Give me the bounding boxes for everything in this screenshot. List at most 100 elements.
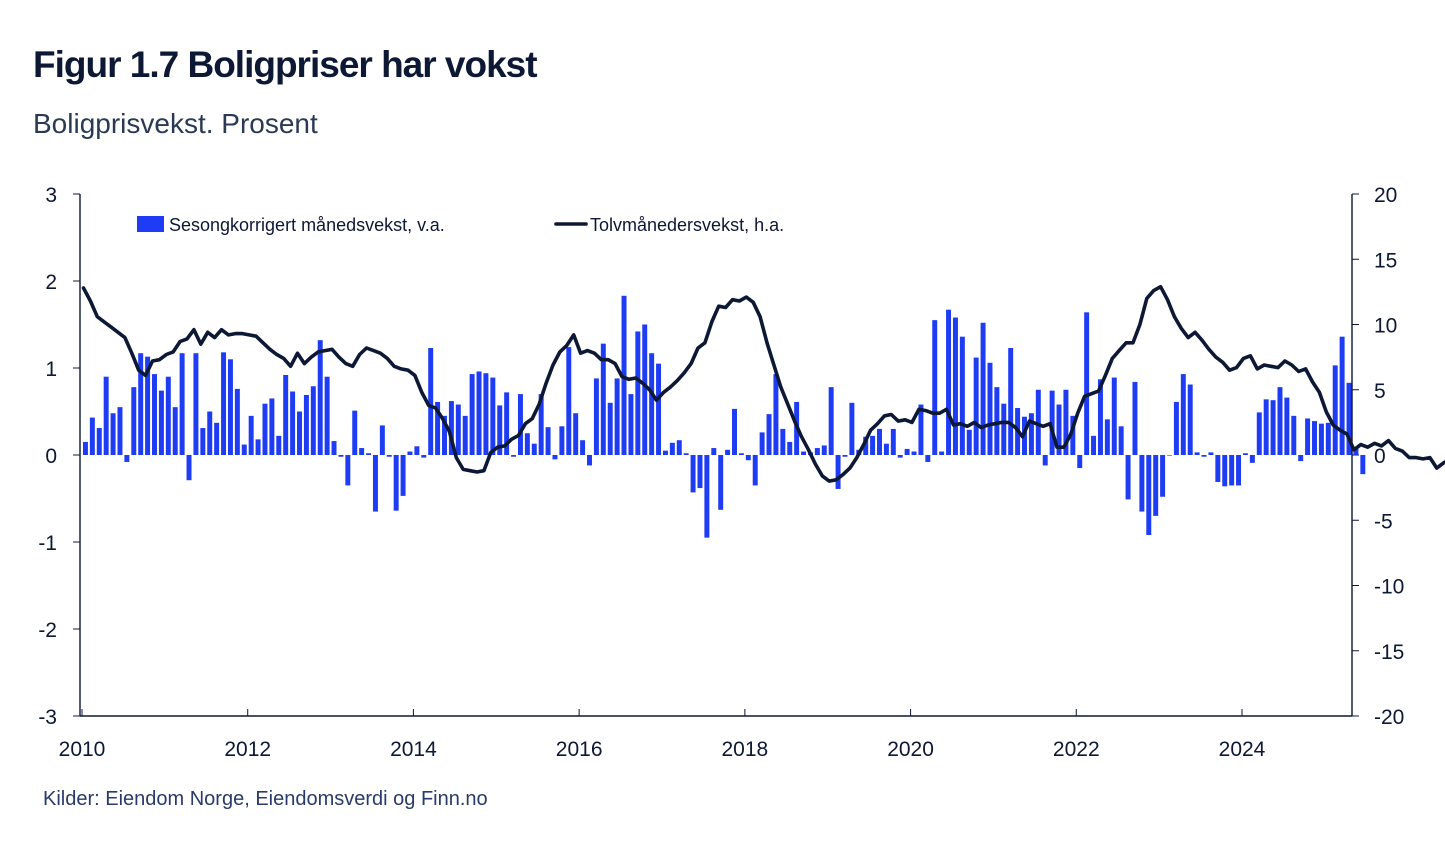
bar <box>407 451 413 455</box>
right-tick-label: -5 <box>1374 510 1393 533</box>
chart-subtitle: Boligprisvekst. Prosent <box>33 108 318 139</box>
bar <box>662 450 668 455</box>
bar <box>1153 455 1159 516</box>
bar <box>517 394 523 455</box>
bar <box>932 320 938 455</box>
bar <box>1229 455 1235 486</box>
bar <box>1167 455 1172 456</box>
bar <box>863 436 869 455</box>
bar <box>959 336 965 455</box>
bar <box>504 392 510 455</box>
bar <box>124 455 130 462</box>
bar <box>448 401 454 455</box>
bar <box>359 448 365 455</box>
bar <box>483 373 489 455</box>
bar <box>621 295 627 455</box>
bar <box>1049 390 1055 455</box>
bar <box>1180 374 1186 455</box>
right-tick-label: 15 <box>1374 249 1397 272</box>
bar <box>966 429 972 455</box>
x-tick-label: 2016 <box>556 738 603 761</box>
bar <box>297 411 302 455</box>
bar <box>1008 347 1014 455</box>
bar <box>973 357 979 455</box>
bar <box>497 405 503 455</box>
bar <box>338 455 344 457</box>
bar <box>821 445 827 455</box>
bar <box>324 376 330 455</box>
bar <box>1339 336 1345 455</box>
bar <box>1312 421 1317 455</box>
bar <box>766 414 772 455</box>
bar <box>145 356 151 455</box>
bar <box>221 352 227 455</box>
bar <box>89 417 95 455</box>
bar <box>1194 452 1200 455</box>
bar <box>234 388 240 455</box>
bar <box>96 428 102 455</box>
bar <box>462 415 468 455</box>
bar <box>814 448 820 455</box>
bar <box>1291 415 1297 455</box>
bar-series <box>82 295 1366 538</box>
bar <box>469 374 475 455</box>
x-tick-label: 2012 <box>224 738 271 761</box>
bar <box>110 413 116 455</box>
bar <box>255 439 261 455</box>
bar <box>538 394 544 455</box>
bar <box>193 353 199 455</box>
bar <box>918 404 924 455</box>
bar <box>1187 384 1193 455</box>
bar <box>1222 455 1228 487</box>
bar <box>752 455 758 486</box>
bar <box>828 387 834 455</box>
right-tick-label: 20 <box>1374 184 1397 207</box>
bar <box>1277 387 1283 455</box>
bar <box>435 401 441 455</box>
bar <box>414 446 420 455</box>
bar <box>476 371 482 455</box>
bar <box>649 353 655 455</box>
bar <box>883 443 889 455</box>
bar <box>676 440 682 455</box>
bar <box>773 374 779 455</box>
legend-label-bars: Sesongkorrigert månedsvekst, v.a. <box>169 215 445 235</box>
bar <box>711 448 717 455</box>
right-tick-label: 10 <box>1374 315 1397 338</box>
bar <box>642 324 648 455</box>
line-path <box>81 284 1445 483</box>
bar <box>980 322 986 455</box>
bar <box>179 353 185 455</box>
bar <box>725 449 731 455</box>
left-tick-label: 3 <box>45 184 57 207</box>
bar <box>580 440 586 455</box>
bar <box>1360 455 1366 475</box>
bar <box>946 309 952 455</box>
bar <box>1298 455 1304 462</box>
bar <box>227 359 233 455</box>
right-tick-label: 0 <box>1374 445 1386 468</box>
bar <box>442 415 447 455</box>
bar <box>890 428 896 455</box>
bar <box>207 411 213 455</box>
bar <box>759 432 765 455</box>
bar <box>138 353 144 455</box>
x-tick-label: 2020 <box>887 738 934 761</box>
bar <box>117 407 123 455</box>
bar <box>1001 403 1007 455</box>
bar <box>566 347 572 455</box>
bar <box>1318 423 1324 455</box>
bar <box>1263 399 1269 455</box>
bar <box>1346 382 1352 455</box>
bar <box>600 343 606 455</box>
bar <box>317 340 323 455</box>
bar <box>1063 389 1069 455</box>
left-tick-label: 1 <box>45 358 57 381</box>
bar <box>559 426 565 455</box>
axes <box>79 194 1353 717</box>
bar <box>82 441 88 455</box>
bar <box>835 455 841 489</box>
bar <box>939 451 945 455</box>
bar <box>172 407 178 455</box>
